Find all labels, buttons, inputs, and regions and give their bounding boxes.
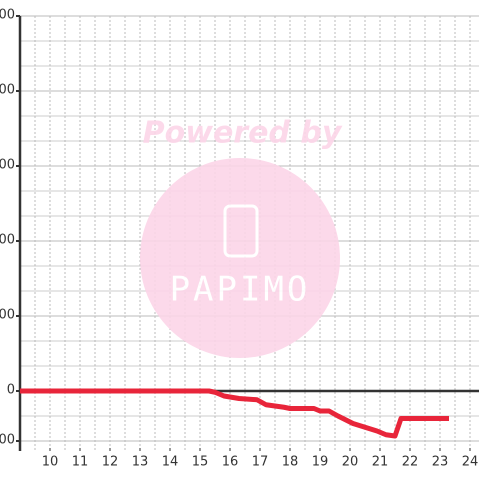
- x-tick-label: 13: [132, 455, 149, 470]
- y-tick-label: 120,000: [0, 83, 15, 98]
- x-tick-label: 21: [372, 455, 389, 470]
- x-tick-label: 16: [222, 455, 239, 470]
- y-tick-label: 60,000: [0, 233, 15, 248]
- data-line: [20, 388, 449, 439]
- y-tick-label: 0: [7, 383, 15, 398]
- watermark-circle: [140, 158, 340, 358]
- x-tick-label: 11: [72, 455, 89, 470]
- x-tick-label: 23: [432, 455, 449, 470]
- x-tick-label: 12: [102, 455, 119, 470]
- x-tick-label: 14: [162, 455, 179, 470]
- x-tick-label: 24: [462, 455, 479, 470]
- watermark: Powered by PAPIMO: [140, 116, 343, 358]
- x-tick-label: 10: [42, 455, 59, 470]
- watermark-text: Powered by: [143, 116, 343, 151]
- y-tick-label: -20,000: [0, 433, 15, 448]
- y-tick-label: 90,000: [0, 158, 15, 173]
- x-tick-label: 15: [192, 455, 209, 470]
- watermark-icon: [223, 204, 259, 258]
- x-tick-label: 20: [342, 455, 359, 470]
- watermark-logo: PAPIMO: [170, 270, 311, 310]
- y-tick-label: 30,000: [0, 308, 15, 323]
- x-tick-label: 22: [402, 455, 419, 470]
- x-tick-label: 18: [282, 455, 299, 470]
- y-tick-label: 150,000: [0, 8, 15, 23]
- x-tick-label: 17: [252, 455, 269, 470]
- x-tick-label: 19: [312, 455, 329, 470]
